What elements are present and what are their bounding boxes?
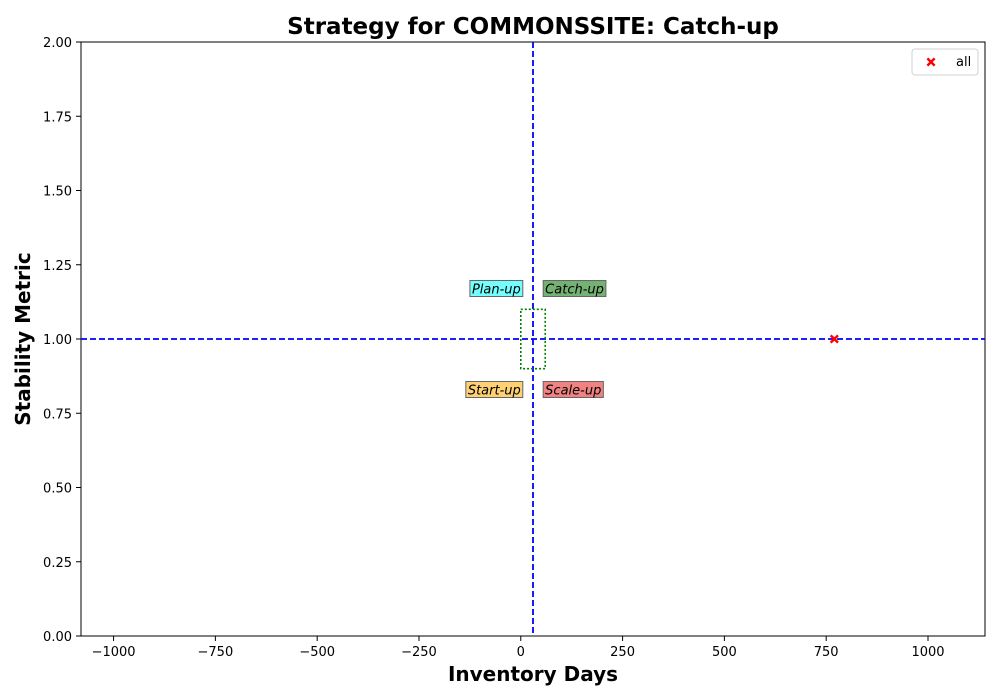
x-tick-label: 0 [517, 645, 525, 660]
quadrant-label-box-scale-up [542, 380, 604, 398]
threshold-box [519, 308, 547, 370]
y-tick-label: 2.00 [43, 36, 72, 51]
y-tick-label: 1.50 [43, 185, 72, 200]
x-tick-label: −500 [299, 645, 335, 660]
x-axis-title: Inventory Days [448, 662, 618, 686]
y-tick-label: 1.00 [43, 333, 72, 348]
legend-marker-all [926, 57, 936, 67]
y-tick-label: 0.00 [43, 630, 72, 645]
quadrant-label-catch-up: Catch-up [545, 283, 604, 298]
plot-area: −1000 −750 −500 −250 0 250 500 750 1000 0.00 0.25 0… [43, 36, 986, 660]
y-tick-label: 0.75 [43, 407, 72, 422]
x-tick-label: −750 [198, 645, 234, 660]
y-tick-label: 0.25 [43, 556, 72, 571]
quadrant-label-box-plan-up [469, 280, 524, 298]
quadrant-label-plan-up: Plan-up [472, 283, 521, 298]
y-tick-label: 1.25 [43, 259, 72, 274]
y-axis-title: Stability Metric [11, 252, 35, 426]
x-tick-label: 750 [814, 645, 839, 660]
y-tick-label: 1.75 [43, 110, 72, 125]
legend-label-all: all [956, 55, 971, 70]
quadrant-label-start-up: Start-up [468, 383, 521, 398]
quadrant-label-box-start-up [465, 380, 524, 398]
y-tick-label: 0.50 [43, 482, 72, 497]
chart-title: Strategy for COMMONSSITE: Catch-up [287, 14, 779, 40]
quadrant-label-box-catch-up [542, 280, 607, 298]
x-tick-label: 250 [610, 645, 635, 660]
quadrant-label-scale-up: Scale-up [545, 383, 601, 398]
x-tick-label: 1000 [911, 645, 944, 660]
data-point-all [829, 334, 839, 344]
legend-box [911, 48, 979, 76]
x-tick-label: 500 [712, 645, 737, 660]
x-tick-label: −250 [401, 645, 437, 660]
x-tick-label: −1000 [92, 645, 136, 660]
